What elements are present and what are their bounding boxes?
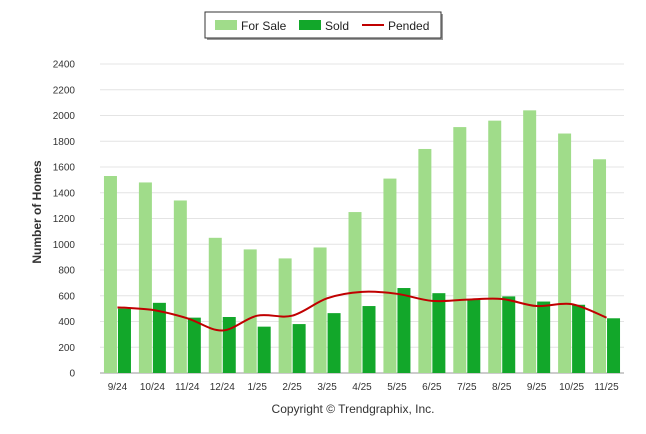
legend-label-for-sale: For Sale [241, 19, 287, 33]
y-tick-label: 800 [58, 266, 75, 277]
pended-line [117, 290, 607, 332]
bar-for-sale [313, 247, 327, 373]
x-tick-label: 11/25 [594, 382, 619, 393]
pended-line-layer [117, 290, 607, 332]
bar-for-sale [488, 120, 502, 374]
bars [103, 110, 621, 374]
bar-for-sale [208, 237, 222, 373]
bar-sold [257, 326, 271, 373]
bar-sold [152, 302, 166, 373]
bar-sold [432, 293, 446, 373]
bar-sold [362, 306, 376, 373]
x-axis-ticks: 9/24 10/24 11/24 12/24 1/25 2/25 3/25 4/25 5/25 6… [108, 382, 619, 393]
x-tick-label: 2/25 [282, 382, 302, 393]
y-tick-label: 200 [58, 343, 75, 354]
x-tick-label: 4/25 [352, 382, 372, 393]
bar-sold [502, 296, 516, 373]
x-tick-label: 5/25 [387, 382, 407, 393]
gridlines [100, 63, 624, 374]
x-tick-label: 12/24 [210, 382, 235, 393]
bar-sold [467, 299, 481, 373]
y-tick-label: 600 [58, 291, 75, 302]
copyright-text: Copyright © Trendgraphix, Inc. [272, 402, 435, 416]
x-tick-label: 9/25 [527, 382, 547, 393]
y-tick-label: 400 [58, 317, 75, 328]
x-tick-label: 10/25 [559, 382, 584, 393]
bar-for-sale [173, 200, 187, 373]
x-tick-label: 9/24 [108, 382, 128, 393]
bar-sold [607, 318, 621, 373]
y-axis-title: Number of Homes [30, 160, 44, 264]
bar-sold [187, 317, 201, 373]
x-tick-label: 10/24 [140, 382, 165, 393]
bar-sold [397, 288, 411, 373]
y-tick-label: 1800 [53, 137, 76, 148]
bar-sold [117, 308, 131, 373]
y-tick-label: 2400 [53, 60, 76, 71]
bar-for-sale [138, 182, 152, 373]
y-tick-label: 1600 [53, 163, 76, 174]
y-tick-label: 1200 [53, 214, 76, 225]
legend-label-sold: Sold [325, 19, 349, 33]
bar-sold [572, 304, 586, 373]
x-tick-label: 3/25 [317, 382, 337, 393]
y-tick-label: 0 [69, 369, 75, 380]
bar-for-sale [593, 159, 607, 373]
bar-for-sale [383, 178, 397, 373]
x-tick-label: 6/25 [422, 382, 442, 393]
bar-for-sale [103, 176, 117, 373]
bar-sold [292, 324, 306, 373]
y-axis-ticks: 0 200 400 600 800 1000 1200 1400 1600 1800 2000 220… [53, 60, 76, 380]
bar-sold [222, 316, 236, 373]
bar-for-sale [523, 110, 537, 373]
legend-label-pended: Pended [388, 19, 429, 33]
y-tick-label: 2000 [53, 111, 76, 122]
bar-for-sale [243, 249, 257, 373]
legend-box [204, 11, 442, 39]
bar-for-sale [418, 148, 432, 373]
bar-for-sale [558, 133, 572, 373]
bar-sold [537, 301, 551, 373]
legend-swatch-for-sale [215, 20, 237, 30]
x-tick-label: 7/25 [457, 382, 477, 393]
y-tick-label: 1400 [53, 188, 76, 199]
y-tick-label: 1000 [53, 240, 76, 251]
bar-sold [327, 313, 341, 373]
y-tick-label: 2200 [53, 85, 76, 96]
x-tick-label: 8/25 [492, 382, 512, 393]
x-tick-label: 11/24 [175, 382, 200, 393]
x-tick-label: 1/25 [247, 382, 267, 393]
legend-swatch-sold [299, 20, 321, 30]
legend: For Sale Sold Pended [204, 11, 443, 40]
bar-for-sale [453, 127, 467, 374]
